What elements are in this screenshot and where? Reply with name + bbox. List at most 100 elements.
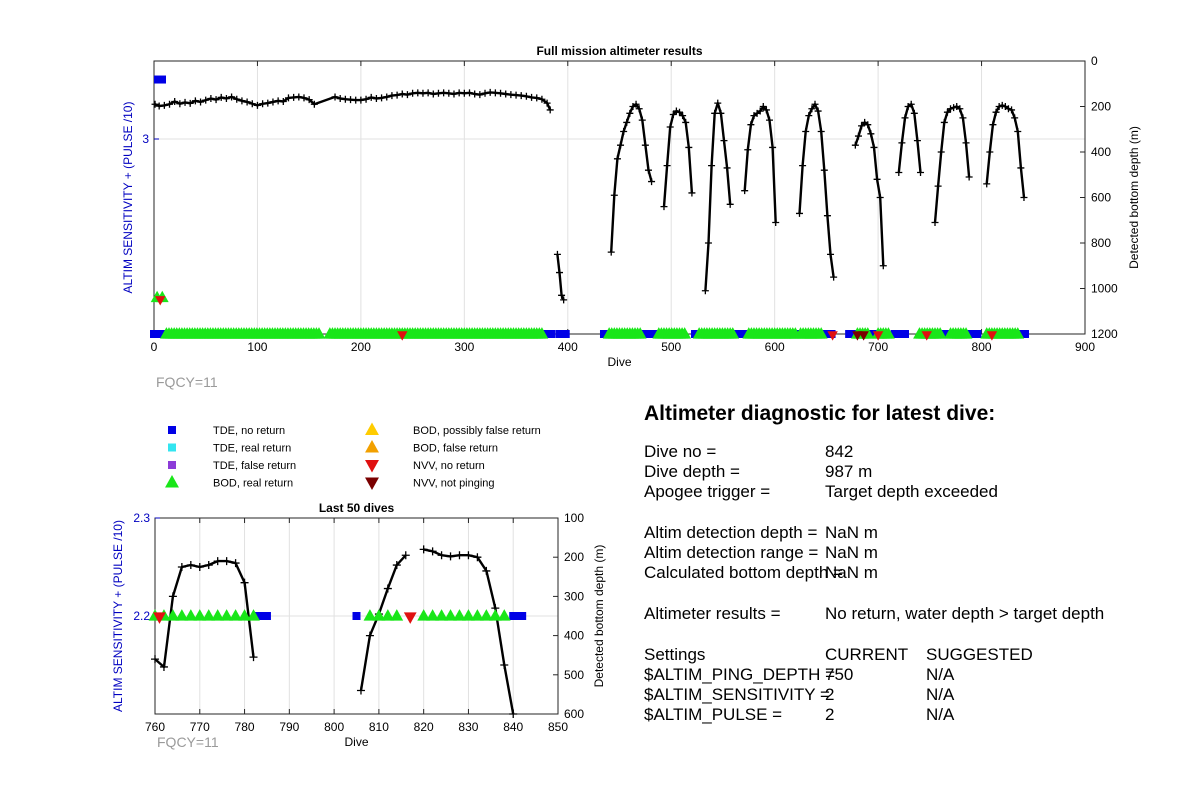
depth-point (644, 166, 652, 174)
diagnostic-row: Calculated bottom depth = NaN m (644, 563, 1184, 583)
depth-point (176, 100, 184, 108)
depth-point (1011, 114, 1019, 122)
depth-point (238, 97, 246, 105)
depth-point (455, 551, 464, 560)
settings-suggested: N/A (926, 665, 955, 684)
depth-point (867, 130, 875, 138)
bod-real-return-marker (453, 609, 466, 621)
depth-point (546, 106, 554, 114)
depth-point (186, 561, 195, 570)
depth-point (191, 97, 199, 105)
tde-no-return-marker (262, 612, 271, 620)
depth-point (726, 200, 734, 208)
depth-point (747, 121, 755, 129)
tde-no-return-marker (509, 612, 518, 620)
depth-point (965, 173, 973, 181)
bod-real-return-marker (426, 609, 440, 621)
diagnostic-title: Altimeter diagnostic for latest dive: (644, 402, 996, 425)
settings-suggested: N/A (926, 705, 955, 724)
depth-point (279, 97, 287, 105)
altimeter-diagnostic-panel: Altimeter diagnostic for latest dive: Di… (644, 402, 1184, 725)
bod-real-return-marker (435, 609, 448, 621)
depth-series-line (154, 91, 552, 111)
depth-point (383, 93, 391, 101)
depth-point (814, 107, 822, 115)
depth-point (473, 553, 482, 562)
depth-point (166, 100, 174, 108)
tde-false-return-legend-marker (168, 461, 176, 469)
diagnostic-key: Altim detection depth = (644, 523, 818, 542)
depth-point (688, 189, 696, 197)
tde-no-return-marker (513, 612, 522, 620)
plot-frame (153, 60, 1086, 335)
nvv-no-return-marker (921, 331, 932, 341)
bod-real-return-marker (959, 327, 973, 339)
depth-point (607, 248, 615, 256)
x-tick-label: 700 (868, 340, 888, 354)
depth-point (558, 291, 566, 299)
diagnostic-value: NaN m (825, 523, 878, 542)
bod-real-return-marker (488, 609, 502, 621)
diagnostic-key: Dive depth = (644, 462, 740, 481)
depth-point (895, 168, 903, 176)
diagnostic-value: NaN m (825, 543, 878, 562)
depth-point (675, 108, 683, 116)
depth-point (947, 105, 955, 113)
depth-point (446, 552, 455, 561)
depth-point (870, 143, 878, 151)
y-right-tick-label: 500 (564, 668, 584, 682)
y-right-axis-label: Detected bottom depth (m) (592, 545, 606, 688)
last-50-dives-chart: 760 770 780 790 800 810 820 830 840 850 100 200 300 4… (111, 501, 606, 750)
bod-false-return-legend-marker (365, 440, 379, 453)
depth-point (509, 710, 518, 718)
depth-point (243, 98, 251, 106)
depth-point (901, 114, 909, 122)
depth-point (613, 155, 621, 163)
y-right-tick-label: 1000 (1091, 282, 1118, 296)
depth-point (623, 118, 631, 126)
depth-point (907, 100, 915, 108)
x-axis-label: Dive (344, 735, 368, 749)
legend-label: NVV, no return (413, 460, 485, 472)
x-tick-label: 400 (558, 340, 578, 354)
depth-point (666, 123, 674, 131)
bod-real-return-legend-marker (165, 475, 179, 488)
depth-point (383, 584, 392, 593)
depth-point (500, 661, 509, 669)
depth-point (714, 99, 722, 107)
settings-current: 750 (825, 665, 854, 684)
depth-point (171, 97, 179, 105)
legend-label: BOD, real return (213, 478, 293, 490)
depth-point (817, 128, 825, 136)
diagnostic-row: Dive no = 842 (644, 442, 1184, 462)
depth-point (437, 551, 446, 560)
depth-point (672, 107, 680, 115)
tde-no-return-marker (973, 330, 982, 338)
settings-key: $ALTIM_PULSE = (644, 705, 783, 724)
depth-point (679, 112, 687, 120)
y-right-tick-label: 300 (564, 589, 584, 603)
depth-point (744, 146, 752, 154)
depth-point (626, 109, 634, 117)
depth-point (160, 101, 168, 109)
diagnostic-row: Altim detection depth = NaN m (644, 523, 1184, 543)
depth-point (983, 180, 991, 188)
depth-point (151, 100, 159, 108)
depth-point (769, 143, 777, 151)
depth-point (717, 109, 725, 117)
y-left-axis-label: ALTIM SENSITIVITY + (PULSE /10) (121, 102, 135, 294)
depth-series-line (359, 554, 407, 691)
tde-no-return-marker (352, 612, 361, 620)
depth-point (502, 90, 510, 98)
depth-point (986, 148, 994, 156)
settings-current: 2 (825, 685, 835, 704)
bod-real-return-marker (882, 327, 895, 339)
diagnostic-key: Altim detection range = (644, 543, 819, 562)
depth-point (212, 96, 220, 104)
depth-point (876, 194, 884, 201)
nvv-no-return-marker (872, 331, 884, 341)
bod-real-return-marker (497, 609, 511, 621)
depth-point (820, 166, 828, 174)
depth-point (992, 108, 1000, 116)
depth-point (419, 545, 428, 554)
